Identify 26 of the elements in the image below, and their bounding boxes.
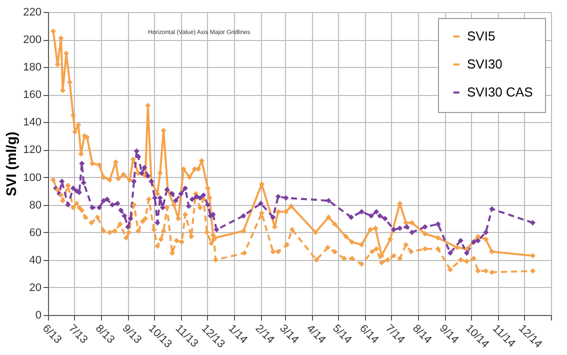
x-tick-label: 8/14 <box>410 322 434 346</box>
x-tick-label: 4/14 <box>304 322 328 346</box>
x-tick-label: 3/14 <box>277 322 301 346</box>
y-tick-label: 200 <box>23 34 42 46</box>
x-tick-label: 6/14 <box>357 322 381 346</box>
legend-label: SVI5 <box>467 28 496 44</box>
x-tick-label: 1/14 <box>226 322 250 346</box>
y-tick-label: 0 <box>35 310 42 322</box>
y-tick-label: 160 <box>23 89 42 102</box>
y-tick-label: 40 <box>29 254 42 266</box>
y-tick-label: 220 <box>23 6 42 18</box>
x-tick-label: 6/13 <box>40 322 64 346</box>
y-tick-label: 100 <box>23 172 42 184</box>
x-tick-label: 2/14 <box>252 322 276 346</box>
y-tick-label: 60 <box>29 226 42 239</box>
y-tick-label: 80 <box>29 199 42 212</box>
x-tick-label: 9/13 <box>120 322 144 346</box>
y-tick-label: 120 <box>23 144 42 156</box>
y-axis-title: SVI (ml/g) <box>3 132 20 196</box>
y-tick-label: 20 <box>29 282 42 294</box>
x-tick-label: 8/13 <box>93 322 117 346</box>
x-tick-label: 9/14 <box>437 322 461 346</box>
y-tick-label: 180 <box>23 62 42 74</box>
legend-label: SVI30 CAS <box>467 84 534 100</box>
legend-label: SVI30 <box>467 56 502 72</box>
y-tick-label: 140 <box>23 116 42 129</box>
